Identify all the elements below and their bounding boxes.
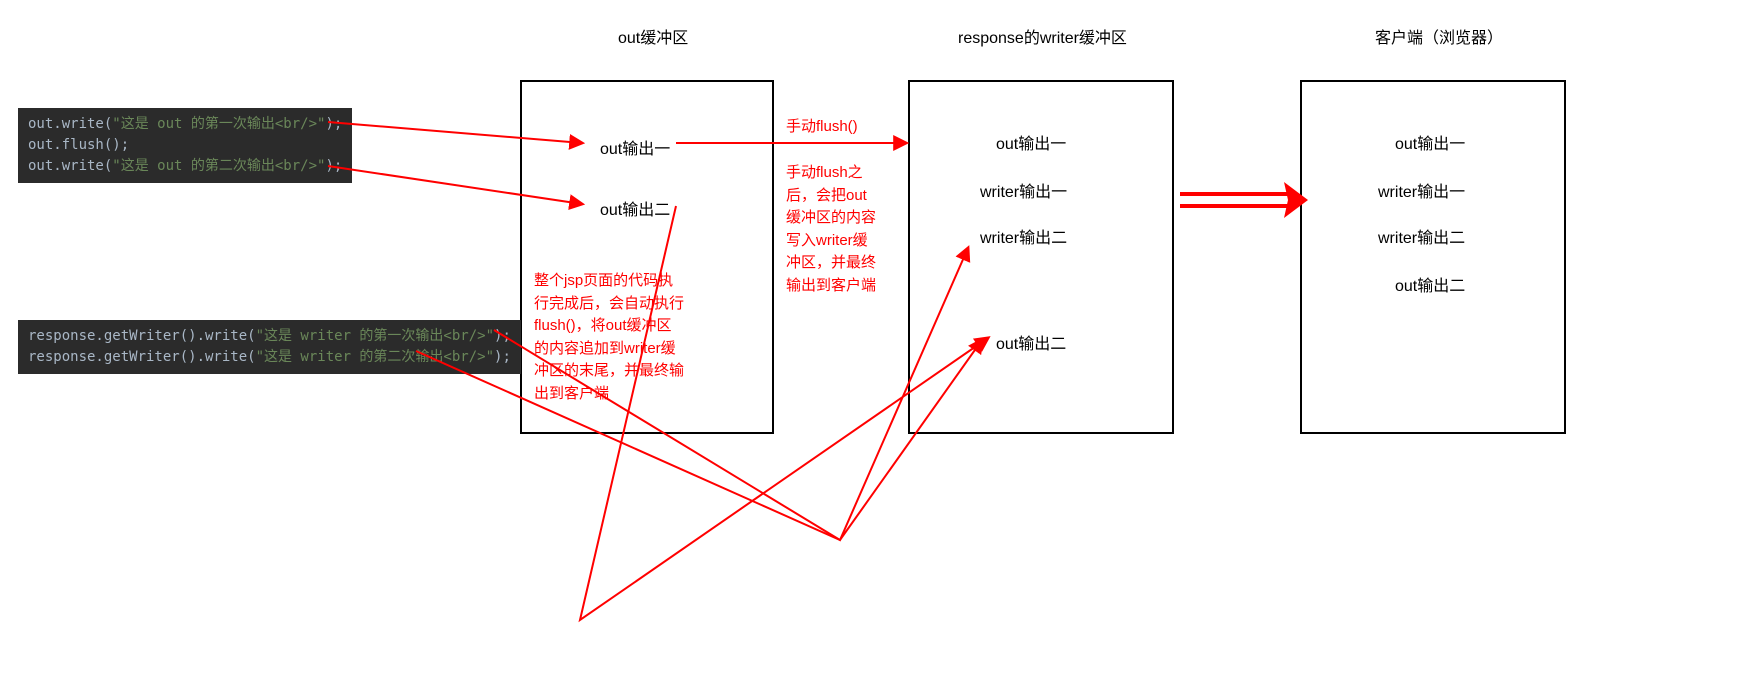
annot-line: 整个jsp页面的代码执: [534, 272, 673, 289]
title-client: 客户端（浏览器）: [1375, 24, 1503, 48]
code-block-writer: response.getWriter().write("这是 writer 的第…: [18, 320, 521, 374]
client-item-2: writer输出一: [1378, 178, 1465, 202]
annot-line: 缓冲区的内容: [786, 209, 876, 226]
writer-buffer-item-3: writer输出二: [980, 224, 1067, 248]
annot-line: 写入writer缓: [786, 232, 868, 249]
annot-line: 手动flush之: [786, 164, 863, 181]
client-item-4: out输出二: [1395, 272, 1465, 296]
writer-buffer-item-1: out输出一: [996, 130, 1066, 154]
client-item-3: writer输出二: [1378, 224, 1465, 248]
writer-buffer-item-4: out输出二: [996, 330, 1066, 354]
annot-line: flush()，将out缓冲区: [534, 317, 672, 334]
code-string: "这是 writer 的第二次输出<br/>": [256, 349, 494, 365]
code-line: out.flush();: [28, 135, 342, 156]
code-text: );: [494, 328, 511, 344]
code-text: );: [494, 349, 511, 365]
code-line: response.getWriter().write("这是 writer 的第…: [28, 347, 511, 368]
client-item-1: out输出一: [1395, 130, 1465, 154]
title-out-buffer: out缓冲区: [618, 24, 688, 48]
code-line: out.write("这是 out 的第二次输出<br/>");: [28, 156, 342, 177]
annot-line: 行完成后，会自动执行: [534, 295, 684, 312]
code-string: "这是 out 的第二次输出<br/>": [112, 158, 325, 174]
annotation-flush-call: 手动flush(): [786, 116, 858, 139]
annotation-jsp-desc: 整个jsp页面的代码执 行完成后，会自动执行 flush()，将out缓冲区 的…: [534, 270, 684, 405]
out-buffer-item-2: out输出二: [600, 196, 670, 220]
code-text: );: [325, 158, 342, 174]
code-text: );: [325, 116, 342, 132]
code-block-out: out.write("这是 out 的第一次输出<br/>"); out.flu…: [18, 108, 352, 183]
title-writer-buffer: response的writer缓冲区: [958, 24, 1127, 48]
annot-line: 的内容追加到writer缓: [534, 340, 676, 357]
out-buffer-item-1: out输出一: [600, 135, 670, 159]
code-string: "这是 out 的第一次输出<br/>": [112, 116, 325, 132]
annot-line: 冲区的末尾，并最终输: [534, 362, 684, 379]
code-text: out.write(: [28, 158, 112, 174]
code-line: response.getWriter().write("这是 writer 的第…: [28, 326, 511, 347]
annot-line: 后，会把out: [786, 187, 867, 204]
code-string: "这是 writer 的第一次输出<br/>": [256, 328, 494, 344]
code-text: response.getWriter().write(: [28, 328, 256, 344]
code-text: response.getWriter().write(: [28, 349, 256, 365]
annot-line: 冲区，并最终: [786, 254, 876, 271]
code-text: out.write(: [28, 116, 112, 132]
annot-line: 输出到客户端: [786, 277, 876, 294]
annotation-flush-desc: 手动flush之 后，会把out 缓冲区的内容 写入writer缓 冲区，并最终…: [786, 162, 876, 297]
annot-line: 出到客户端: [534, 385, 609, 402]
code-line: out.write("这是 out 的第一次输出<br/>");: [28, 114, 342, 135]
writer-buffer-item-2: writer输出一: [980, 178, 1067, 202]
